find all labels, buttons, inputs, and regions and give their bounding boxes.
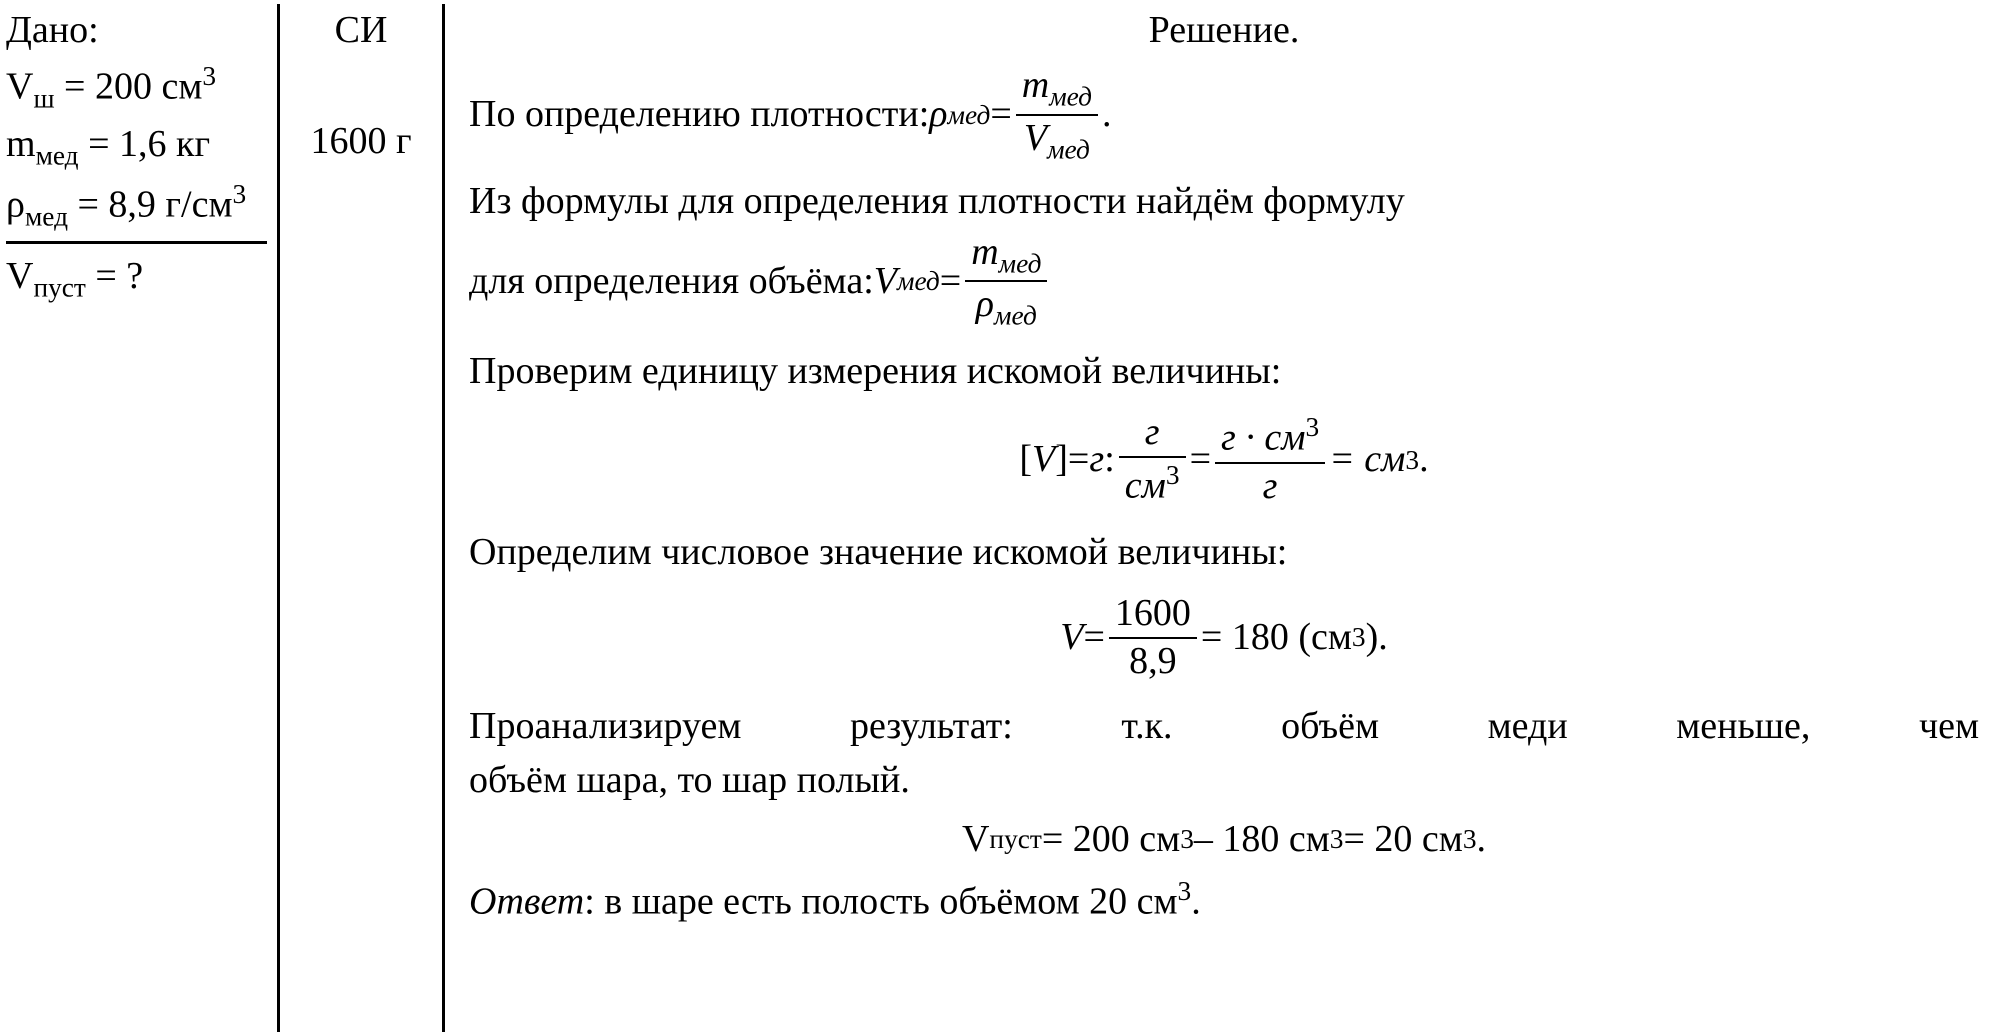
p2-den-sym: ρ — [976, 283, 994, 325]
calc-res-post: ). — [1366, 611, 1388, 664]
g3-post: = 8,9 г/см — [68, 183, 233, 225]
solution-column: Решение. По определению плотности: ρмед … — [445, 4, 1993, 1032]
solution-title: Решение. — [469, 4, 1979, 57]
answer-text-pre: : в шаре есть полость объёмом 20 см — [584, 881, 1177, 923]
p1-text: По определению плотности: — [469, 88, 929, 141]
find-pre: V — [6, 255, 33, 297]
p1-num-sub: мед — [1049, 82, 1092, 112]
numeric-intro: Определим числовое значение искомой вели… — [469, 526, 1979, 579]
final-pre: V — [962, 813, 989, 866]
p2-lhs-sym: V — [874, 255, 897, 308]
dim-tail-post: . — [1419, 433, 1429, 486]
g1-pre: V — [6, 66, 33, 108]
final-sub: пуст — [989, 820, 1041, 858]
numeric-calc: V = 1600 8,9 = 180 (см3). — [469, 593, 1979, 683]
dim-f2-den: г — [1215, 464, 1325, 508]
physics-solution-page: Дано: Vш = 200 см3 mмед = 1,6 кг ρмед = … — [0, 0, 1993, 1032]
calc-v: V — [1060, 611, 1083, 664]
g2-post: = 1,6 кг — [79, 123, 210, 165]
p1-den-sub: мед — [1047, 134, 1090, 164]
calc-eq: = — [1083, 611, 1104, 664]
final-sup1: 3 — [1180, 820, 1194, 858]
dim-colon: : — [1104, 433, 1115, 486]
p1-fraction: mмед Vмед — [1016, 65, 1098, 164]
g2-sub: мед — [36, 140, 79, 170]
si-column: СИ 1600 г — [280, 4, 445, 1032]
p2-num-sym: m — [971, 231, 998, 273]
dim-tail-sup: 3 — [1405, 441, 1419, 479]
si-header: СИ — [290, 4, 432, 57]
final-sup2: 3 — [1330, 820, 1344, 858]
dim-v: V — [1032, 433, 1055, 486]
final-mid1: = 200 см — [1042, 813, 1180, 866]
analysis-line1: Проанализируем результат: т.к. объём мед… — [469, 700, 1979, 753]
answer-label: Ответ — [469, 881, 584, 923]
find-line: Vпуст = ? — [6, 250, 267, 307]
g1-post: = 200 см — [55, 66, 203, 108]
p2-fraction: mмед ρмед — [965, 232, 1047, 331]
given-label: Дано: — [6, 4, 267, 57]
calc-den: 8,9 — [1109, 639, 1197, 683]
final-mid3: = 20 см — [1343, 813, 1462, 866]
dim-frac2: г · см3 г — [1215, 412, 1325, 507]
p1-lhs-sym: ρ — [929, 88, 947, 141]
final-mid2: – 180 см — [1194, 813, 1330, 866]
given-density: ρмед = 8,9 г/см3 — [6, 175, 267, 236]
final-dot: . — [1477, 813, 1487, 866]
dim-close: ] — [1055, 433, 1068, 486]
si-value: 1600 г — [290, 115, 432, 168]
unit-check-intro: Проверим единицу измерения искомой велич… — [469, 345, 1979, 398]
p1-eq: = — [990, 88, 1011, 141]
p1-lhs-sub: мед — [948, 96, 991, 134]
p2-den-sub: мед — [994, 301, 1037, 331]
si-spacer — [290, 57, 432, 115]
dim-f1-num: г — [1119, 412, 1186, 458]
g3-pre: ρ — [6, 183, 25, 225]
calc-fraction: 1600 8,9 — [1109, 593, 1197, 683]
answer-text-post: . — [1191, 881, 1201, 923]
p2-lhs-sub: мед — [897, 262, 940, 300]
dim-open: [ — [1019, 433, 1032, 486]
unit-check-equation: [V] = г : г см3 = г · см3 г = см3 . — [469, 412, 1979, 507]
answer-line: Ответ: в шаре есть полость объёмом 20 см… — [469, 872, 1979, 929]
p2-text: для определения объёма: — [469, 255, 874, 308]
calc-num: 1600 — [1109, 593, 1197, 639]
dim-f1-den-sup: 3 — [1166, 460, 1180, 490]
analysis-line2: объём шара, то шар полый. — [469, 754, 1979, 807]
calc-res-pre: = 180 (см — [1201, 611, 1352, 664]
volume-formula-intro: Из формулы для определения плотности най… — [469, 175, 1979, 228]
g3-sup: 3 — [233, 179, 247, 209]
dim-tail-pre: = см — [1329, 433, 1405, 486]
p2-num-sub: мед — [999, 248, 1042, 278]
dim-f2-num-sup: 3 — [1305, 412, 1319, 442]
p1-den-sym: V — [1024, 117, 1047, 159]
dim-eq2: = — [1190, 433, 1211, 486]
given-divider — [6, 241, 267, 244]
find-post: = ? — [86, 255, 143, 297]
answer-sup: 3 — [1178, 876, 1192, 906]
g2-pre: m — [6, 123, 36, 165]
final-sup3: 3 — [1463, 820, 1477, 858]
g1-sup: 3 — [202, 61, 216, 91]
given-volume: Vш = 200 см3 — [6, 57, 267, 118]
density-definition: По определению плотности: ρмед = mмед Vм… — [469, 65, 1979, 164]
p1-num-sym: m — [1022, 64, 1049, 106]
find-sub: пуст — [33, 273, 85, 303]
final-calc: Vпуст = 200 см3 – 180 см3 = 20 см3. — [469, 813, 1979, 866]
g1-sub: ш — [33, 83, 54, 113]
p1-dot: . — [1102, 88, 1112, 141]
dim-f1-den-pre: см — [1125, 465, 1166, 507]
dim-f2-num-pre: г · см — [1221, 417, 1305, 459]
p2-eq: = — [940, 255, 961, 308]
g3-sub: мед — [25, 201, 68, 231]
dim-frac1: г см3 — [1119, 412, 1186, 507]
given-column: Дано: Vш = 200 см3 mмед = 1,6 кг ρмед = … — [0, 4, 280, 1032]
given-mass: mмед = 1,6 кг — [6, 118, 267, 175]
calc-res-sup: 3 — [1352, 618, 1366, 656]
dim-eq1: = — [1068, 433, 1089, 486]
dim-g1: г — [1089, 433, 1104, 486]
volume-formula: для определения объёма: Vмед = mмед ρмед — [469, 232, 1979, 331]
